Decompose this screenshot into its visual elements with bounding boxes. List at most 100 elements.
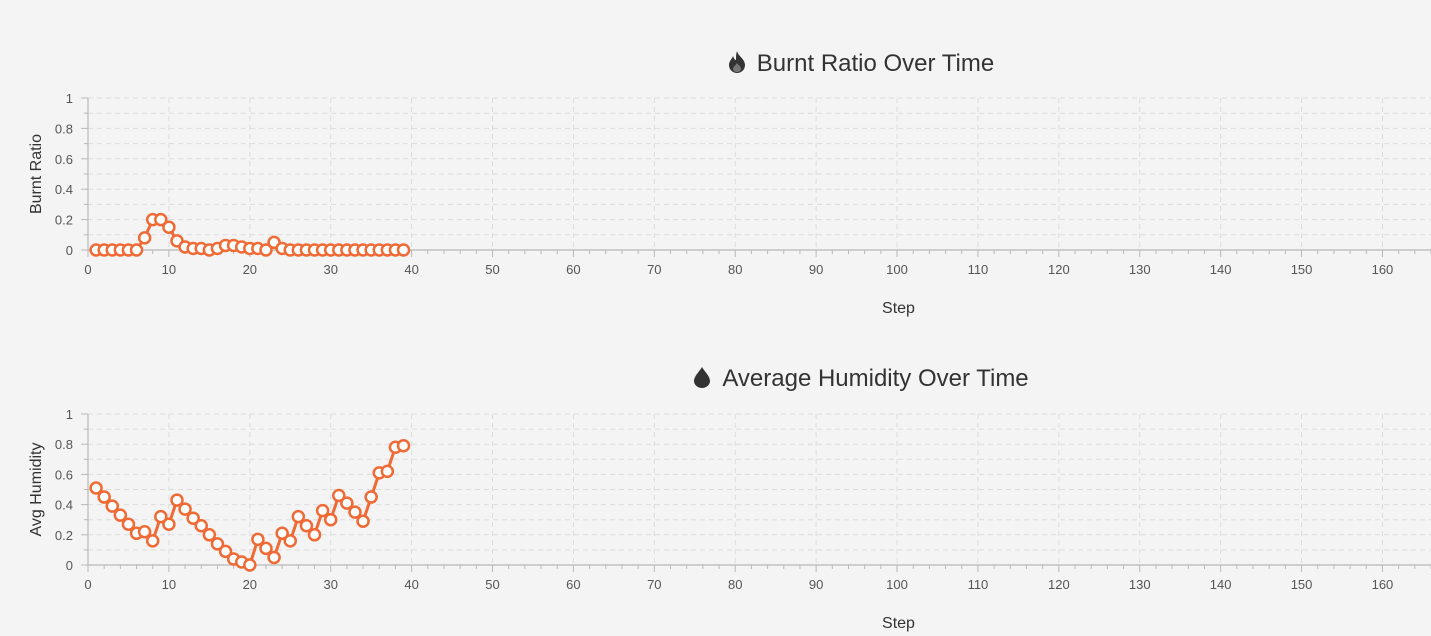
data-point [154,509,168,524]
x-tick-label: 70 [647,577,661,592]
chart-title-text: Burnt Ratio Over Time [756,50,995,77]
x-tick-label: 110 [968,262,989,277]
data-point [186,511,200,525]
data-point [364,490,378,504]
x-tick-label: 40 [404,577,418,592]
data-point [283,534,298,548]
data-point [89,481,103,495]
data-point [259,243,273,257]
data-point [121,517,136,531]
x-tick-label: 20 [243,577,257,592]
data-point [259,541,273,556]
data-point [178,502,192,516]
data-point [210,537,225,551]
x-tick-label: 90 [809,577,823,592]
x-tick-label: 0 [84,577,91,592]
y-tick-label: 0.8 [55,437,73,452]
x-tick-label: 120 [1048,577,1070,592]
burnt-ratio-chart-panel: Burnt Ratio Over Time 0 10 20 30 40 50 60 70 80 9… [0,50,1431,317]
y-tick-label: 0.4 [55,182,73,197]
y-tick-label: 0.2 [55,213,73,228]
x-tick-label: 150 [1291,262,1313,277]
x-tick-label: 90 [809,262,823,277]
x-tick-label: 150 [1291,577,1313,592]
y-axis-label: Avg Humidity [28,443,45,537]
x-tick-label: 50 [485,577,499,592]
x-tick-label: 20 [243,262,257,277]
x-tick-label: 80 [728,577,742,592]
x-tick-label: 30 [323,262,337,277]
data-point [323,512,338,527]
x-tick-label: 140 [1210,262,1232,277]
data-point [267,550,281,565]
y-tick-label: 0.8 [55,121,73,136]
x-tick-label: 60 [566,262,580,277]
data-point [332,488,346,503]
data-point [137,231,152,245]
data-point [154,212,168,227]
data-point [307,528,322,542]
x-tick-label: 100 [886,577,908,592]
x-axis-label: Step [882,300,915,317]
data-point [145,534,160,548]
y-tick-label: 0.6 [55,152,73,167]
data-point [340,496,354,510]
data-point [251,532,265,547]
data-point [348,505,362,519]
y-tick-label: 0 [66,558,73,573]
flame-icon [728,51,745,73]
x-tick-label: 0 [84,262,91,277]
data-point [291,509,306,524]
x-tick-label: 140 [1210,577,1232,592]
x-tick-label: 60 [566,577,580,592]
x-tick-label: 110 [968,577,989,592]
data-point [380,464,395,479]
data-point [137,525,152,539]
data-point [129,243,144,257]
data-point [275,526,289,541]
data-point [194,518,209,533]
x-tick-label: 10 [162,262,176,277]
y-tick-label: 0 [66,243,73,258]
chart-title-text: Average Humidity Over Time [722,365,1029,392]
chart-title: Burnt Ratio Over Time [0,50,1431,78]
data-point [243,558,257,572]
x-tick-label: 100 [886,262,908,277]
x-tick-label: 160 [1372,577,1394,592]
data-point [315,503,330,518]
x-tick-label: 130 [1129,577,1151,592]
x-tick-label: 10 [162,577,176,592]
data-point [396,243,411,257]
y-tick-label: 1 [66,91,73,106]
chart-title: Average Humidity Over Time [0,365,1431,393]
data-point [202,528,217,542]
y-tick-label: 0.6 [55,467,73,482]
data-point [396,438,411,453]
burnt-ratio-plot: 0 10 20 30 40 50 60 70 80 90 100 110 120 130 140 150 160… [28,91,1431,317]
data-point [218,544,233,559]
data-point [356,514,370,528]
data-point [105,499,120,513]
x-tick-label: 80 [728,262,742,277]
data-point [299,518,314,533]
x-tick-label: 40 [404,262,418,277]
droplet-icon [694,367,711,388]
y-tick-label: 0.4 [55,498,73,513]
x-axis-label: Step [882,615,915,632]
x-tick-label: 70 [647,262,661,277]
data-point [113,508,128,522]
x-tick-label: 160 [1372,262,1394,277]
avg-humidity-chart-panel: Average Humidity Over Time 0 10 20 30 40 50 60… [0,318,1431,636]
x-tick-label: 120 [1048,262,1070,277]
y-tick-label: 1 [66,407,73,422]
data-point [97,490,111,504]
data-point [162,517,176,531]
x-tick-label: 50 [485,262,499,277]
avg-humidity-plot: 0 10 20 30 40 50 60 70 80 90 100 110 120 130 140 150 160… [28,407,1431,632]
y-axis-label: Burnt Ratio [28,134,45,214]
x-tick-label: 30 [323,577,337,592]
data-point [170,493,184,507]
data-point [162,220,176,234]
y-tick-label: 0.2 [55,528,73,543]
